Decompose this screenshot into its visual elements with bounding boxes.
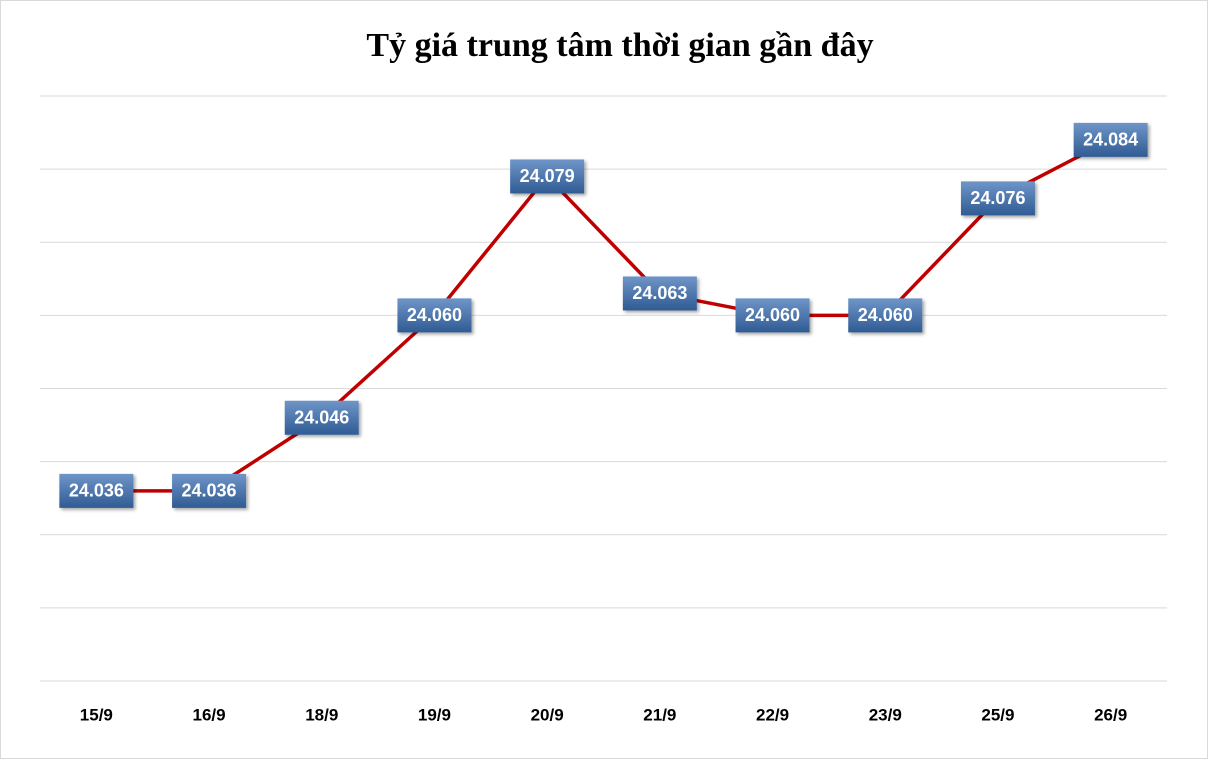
data-label-box bbox=[848, 298, 923, 333]
x-tick-label: 23/9 bbox=[869, 705, 902, 724]
line bbox=[96, 138, 1112, 493]
x-tick-label: 20/9 bbox=[531, 705, 564, 724]
data-label: 24.060 bbox=[407, 305, 462, 325]
x-tick-label: 15/9 bbox=[80, 705, 113, 724]
x-tick-label: 22/9 bbox=[756, 705, 789, 724]
data-label: 24.076 bbox=[970, 188, 1025, 208]
data-label: 24.046 bbox=[294, 408, 349, 428]
x-tick-label: 25/9 bbox=[981, 705, 1014, 724]
data-label: 24.060 bbox=[745, 305, 800, 325]
data-label-box bbox=[622, 276, 697, 311]
x-tick-label: 16/9 bbox=[193, 705, 226, 724]
data-label: 24.084 bbox=[1083, 130, 1138, 150]
data-label-box bbox=[397, 298, 472, 333]
x-tick-label: 18/9 bbox=[305, 705, 338, 724]
chart-title: Tỷ giá trung tâm thời gian gần đây bbox=[366, 27, 873, 64]
data-label: 24.036 bbox=[69, 481, 124, 501]
x-tick-label: 21/9 bbox=[643, 705, 676, 724]
data-label-box bbox=[284, 400, 359, 435]
data-label: 24.079 bbox=[520, 166, 575, 186]
data-label: 24.036 bbox=[182, 481, 237, 501]
data-label: 24.060 bbox=[858, 305, 913, 325]
data-label: 24.063 bbox=[632, 283, 687, 303]
x-tick-label: 19/9 bbox=[418, 705, 451, 724]
data-label-box bbox=[960, 181, 1035, 216]
data-label-box bbox=[172, 473, 247, 508]
x-tick-label: 26/9 bbox=[1094, 705, 1127, 724]
data-label-box bbox=[510, 159, 585, 194]
data-label-box bbox=[735, 298, 810, 333]
data-label-box bbox=[59, 473, 134, 508]
data-label-box bbox=[1073, 122, 1148, 157]
